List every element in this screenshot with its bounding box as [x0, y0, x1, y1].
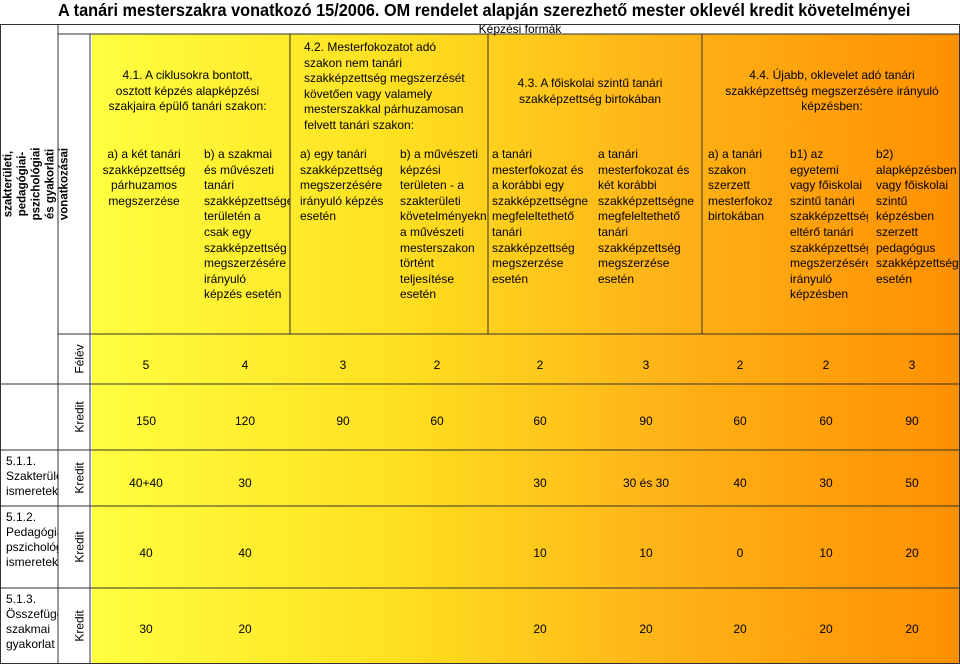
row-label-513: 5.1.3. Összefüggő szakmai gyakorlat	[6, 592, 58, 651]
kepzesi-formak-label: Képzési formák	[478, 22, 562, 36]
unit-kredit-511: Kredit	[73, 462, 88, 494]
col-44b1: b1) az egyetemi vagy főiskolai szintű ta…	[790, 147, 868, 302]
col-41a: a) a két tanári szakképzettség párhuzamo…	[102, 147, 186, 208]
value-cell: 120	[234, 414, 256, 428]
value-cell: 30 és 30	[622, 476, 670, 490]
value-cell: 2	[736, 358, 744, 372]
col-42b: b) a művészeti képzési területen - a sza…	[400, 147, 486, 302]
value-cell: 50	[905, 476, 919, 490]
value-cell: 60	[819, 414, 833, 428]
value-cell: 20	[733, 622, 747, 636]
col-44b2: b2) alapképzésben vagy főiskolai szintű …	[876, 147, 958, 286]
value-cell: 60	[733, 414, 747, 428]
value-cell: 90	[905, 414, 919, 428]
value-cell: 5	[142, 358, 150, 372]
value-cell: 40	[733, 476, 747, 490]
value-cell: 150	[135, 414, 157, 428]
page-title: A tanári mesterszakra vonatkozó 15/2006.…	[58, 0, 911, 20]
col-43a: a tanári mesterfokozat és a korábbi egy …	[492, 147, 588, 286]
value-cell: 2	[536, 358, 544, 372]
value-cell: 20	[533, 622, 547, 636]
value-cell: 30	[139, 622, 153, 636]
value-cell: 2	[822, 358, 830, 372]
group-4-3-header: 4.3. A főiskolai szintű tanári szakképze…	[517, 76, 663, 106]
unit-kredit-512: Kredit	[73, 531, 88, 563]
col-43b: a tanári mesterfokozat és két korábbi sz…	[598, 147, 694, 286]
unit-kredit-513: Kredit	[73, 610, 88, 642]
value-cell: 40+40	[129, 476, 163, 490]
value-cell: 20	[819, 622, 833, 636]
row-label-511: 5.1.1. Szakterületi ismeretek	[6, 454, 58, 498]
value-cell: 3	[339, 358, 347, 372]
value-cell: 40	[139, 546, 153, 560]
value-cell: 60	[533, 414, 547, 428]
value-cell: 2	[433, 358, 441, 372]
value-cell: 60	[430, 414, 444, 428]
unit-kredit-total: Kredit	[73, 401, 88, 433]
value-cell: 90	[336, 414, 350, 428]
value-cell: 20	[905, 546, 919, 560]
value-cell: 20	[639, 622, 653, 636]
value-cell: 20	[238, 622, 252, 636]
unit-felev: Félév	[73, 344, 87, 374]
value-cell: 3	[908, 358, 916, 372]
row-label-512: 5.1.2. Pedagógiai pszichológiai ismerete…	[6, 510, 58, 569]
side-label: A tanári szak szakterületi, pedagógiai-p…	[2, 147, 70, 221]
group-4-1-header: 4.1. A ciklusokra bontott, osztott képzé…	[108, 68, 267, 114]
value-cell: 3	[642, 358, 650, 372]
col-44a: a) a tanári szakon szerzett mesterfokoza…	[708, 147, 772, 224]
col-42a: a) egy tanári szakképzettség megszerzésé…	[300, 147, 384, 224]
value-cell: 0	[736, 546, 744, 560]
value-cell: 10	[819, 546, 833, 560]
col-41b: b) a szakmai és művészeti tanári szakkép…	[204, 147, 290, 302]
value-cell: 4	[241, 358, 249, 372]
value-cell: 20	[905, 622, 919, 636]
value-cell: 40	[238, 546, 252, 560]
group-4-4-header: 4.4. Újabb, oklevelet adó tanári szakkép…	[725, 68, 939, 114]
value-cell: 30	[819, 476, 833, 490]
group-4-2-header: 4.2. Mesterfokozatot adó szakon nem taná…	[304, 40, 465, 132]
value-cell: 10	[639, 546, 653, 560]
value-cell: 90	[639, 414, 653, 428]
value-cell: 30	[533, 476, 547, 490]
value-cell: 30	[238, 476, 252, 490]
value-cell: 10	[533, 546, 547, 560]
